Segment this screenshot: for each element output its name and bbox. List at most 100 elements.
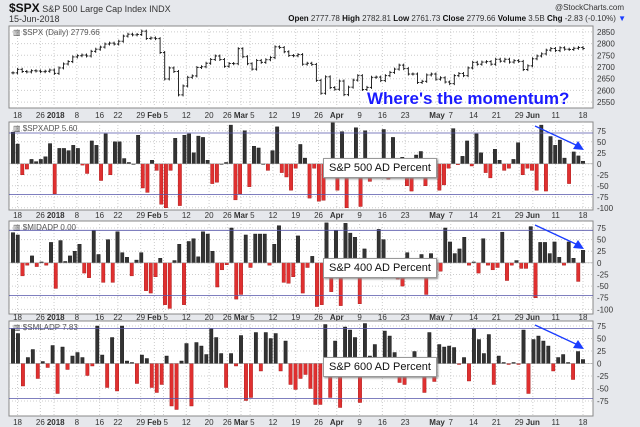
ad-bar — [60, 346, 65, 364]
ad-bar — [288, 363, 293, 385]
chg-dropdown-icon[interactable]: ▼ — [618, 14, 626, 23]
ad-bar — [509, 262, 514, 266]
ad-bar — [43, 156, 48, 164]
y-tick-label: 0 — [597, 160, 602, 169]
ad-bar — [34, 262, 39, 267]
ad-bar — [495, 262, 500, 268]
x-tick-label: 26 — [314, 111, 323, 120]
ad-bar — [531, 339, 536, 364]
ad-bar — [519, 262, 524, 269]
ad-bar — [278, 363, 283, 372]
ad-bar — [100, 354, 105, 364]
x-tick-label: 5 — [250, 313, 255, 322]
ad-bar — [159, 163, 164, 205]
ad-bar — [85, 163, 90, 174]
x-tick-label: Apr — [330, 313, 344, 322]
y-tick-label: -25 — [597, 372, 609, 381]
y-tick-label: 2550 — [597, 98, 615, 107]
ad-bar — [490, 262, 495, 271]
ad-bar — [289, 163, 293, 191]
ad-bar — [140, 163, 145, 189]
x-tick-label: 18 — [579, 111, 588, 120]
ad-bar — [169, 363, 174, 407]
x-tick-label: 23 — [401, 313, 410, 322]
ad-bar — [571, 151, 576, 164]
ad-bar — [500, 231, 505, 264]
ad-bar — [89, 140, 94, 164]
ad-bar — [210, 251, 215, 264]
ad-bar — [154, 163, 159, 171]
ad-bar — [125, 360, 129, 364]
ad-bar — [234, 363, 238, 367]
ad-bar — [316, 163, 321, 202]
ad-bar — [465, 140, 470, 164]
x-tick-label: 20 — [205, 418, 214, 427]
ad-bar — [120, 252, 125, 264]
ad-bar — [497, 160, 502, 164]
panel-4: 18 26 2018 8 16 22 29 Feb 5 12 20 26 Mar 5 12 19 26 Apr 9 1… — [8, 320, 609, 427]
x-tick-label: 26 — [223, 211, 232, 220]
ad-bar — [45, 363, 50, 368]
x-tick-label: 11 — [551, 211, 560, 220]
ad-bar — [30, 349, 35, 364]
ad-bar — [11, 232, 15, 264]
x-tick-label: 8 — [75, 313, 80, 322]
ad-bar — [467, 363, 471, 382]
ad-bar — [452, 253, 457, 264]
y-tick-label: -25 — [597, 270, 609, 279]
ad-bar — [164, 163, 168, 209]
x-tick-label: 2018 — [47, 211, 65, 220]
ad-bar — [521, 329, 526, 364]
x-tick-label: Feb — [147, 111, 161, 120]
x-tick-label: 16 — [378, 418, 387, 427]
x-tick-label: 19 — [291, 418, 300, 427]
x-tick-label: 12 — [268, 313, 277, 322]
ad-bar — [182, 262, 186, 305]
ad-bar — [511, 159, 516, 164]
ad-bar — [284, 163, 289, 178]
ad-bar — [443, 227, 448, 264]
y-tick-label: -75 — [597, 397, 609, 406]
ad-bar — [438, 262, 443, 272]
ad-bar — [122, 158, 127, 165]
ad-bar — [571, 363, 575, 380]
x-tick-label: 7 — [449, 313, 454, 322]
ad-bar — [536, 335, 541, 364]
ad-bar — [247, 163, 252, 187]
ad-bar — [561, 354, 566, 364]
trend-arrow — [534, 125, 579, 147]
x-tick-label: 12 — [268, 211, 277, 220]
ad-bar — [543, 242, 547, 264]
ad-bar — [293, 163, 298, 169]
ad-bar — [167, 262, 172, 309]
ad-bar — [253, 332, 258, 364]
x-tick-label: Feb — [147, 211, 161, 220]
ad-bar — [224, 262, 229, 265]
ad-bar — [205, 233, 210, 264]
ad-bar — [15, 143, 20, 164]
x-tick-label: 29 — [515, 211, 524, 220]
ad-bar — [524, 262, 528, 269]
x-tick-label: Jun — [526, 313, 540, 322]
quote-key-low: Low — [393, 14, 412, 23]
x-tick-label: 5 — [163, 313, 168, 322]
panel-1: 18 26 2018 8 16 22 29 Feb 5 12 20 26 Mar 5 12 19 26 Apr 9 1… — [8, 25, 615, 120]
ad-bar — [483, 163, 488, 173]
y-tick-label: -50 — [597, 385, 609, 394]
x-tick-label: 8 — [75, 211, 80, 220]
x-tick-label: 12 — [182, 313, 191, 322]
ad-bar — [229, 227, 234, 264]
ad-bar — [220, 262, 224, 271]
x-tick-label: 16 — [378, 211, 387, 220]
ad-bar — [502, 163, 507, 171]
ad-bar — [262, 233, 267, 264]
ad-bar — [303, 363, 308, 375]
ad-bar — [34, 161, 39, 165]
x-tick-label: 22 — [113, 211, 122, 220]
ad-bar — [526, 363, 531, 394]
ad-bar — [103, 133, 108, 165]
ad-bar — [437, 344, 442, 364]
ad-bar — [343, 223, 348, 264]
ad-bar — [315, 262, 319, 307]
x-tick-label: 29 — [515, 313, 524, 322]
